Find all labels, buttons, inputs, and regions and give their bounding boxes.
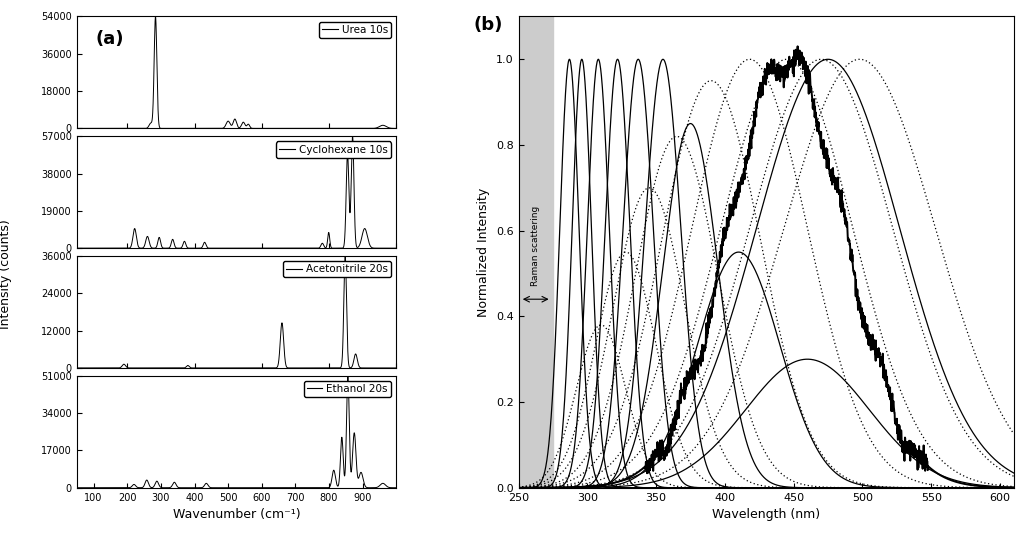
Legend: Urea 10s: Urea 10s: [318, 22, 391, 38]
X-axis label: Wavenumber (cm⁻¹): Wavenumber (cm⁻¹): [173, 508, 300, 521]
Legend: Acetonitrile 20s: Acetonitrile 20s: [283, 261, 391, 277]
Text: Raman scattering: Raman scattering: [531, 206, 541, 287]
Text: (a): (a): [96, 30, 125, 48]
X-axis label: Wavelength (nm): Wavelength (nm): [712, 508, 820, 521]
Legend: Cyclohexane 10s: Cyclohexane 10s: [276, 141, 391, 158]
Text: Intensity (counts): Intensity (counts): [0, 219, 11, 329]
Bar: [518, 16, 553, 488]
Y-axis label: Normalized Intensity: Normalized Intensity: [477, 187, 490, 317]
Text: (b): (b): [474, 16, 504, 35]
Legend: Ethanol 20s: Ethanol 20s: [303, 381, 391, 397]
